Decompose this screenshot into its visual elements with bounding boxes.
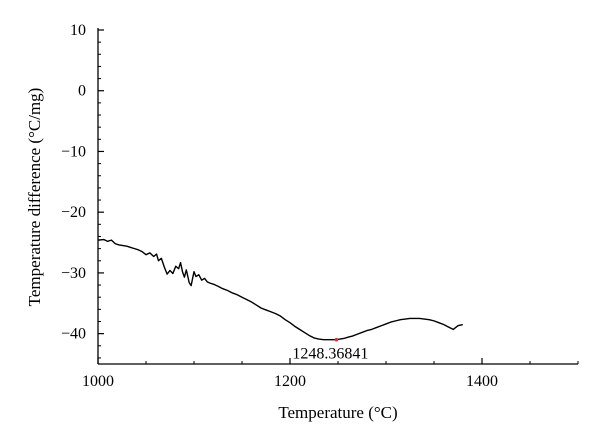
ticks-layer: 10 0 −10 −20 −30 −40 1000 1200 1400 [61, 22, 579, 390]
y-tick-label: 10 [70, 22, 86, 39]
y-axis-title: Temperature difference (°C/mg) [25, 88, 44, 307]
x-axis-title: Temperature (°C) [278, 403, 397, 422]
x-tick-label: 1200 [274, 373, 306, 390]
y-tick-label: −30 [61, 265, 86, 282]
annotation-layer: 1248.36841 [292, 337, 368, 363]
y-tick-label: 0 [78, 83, 86, 100]
series-layer [97, 238, 463, 341]
x-tick-label: 1400 [466, 373, 498, 390]
y-tick-label: −20 [61, 204, 86, 221]
y-tick-label: −40 [61, 326, 86, 343]
axes-layer [97, 28, 578, 365]
minimum-annotation-label: 1248.36841 [292, 346, 368, 363]
y-tick-label: −10 [61, 143, 86, 160]
minimum-marker [334, 337, 339, 342]
series-line [97, 238, 463, 341]
x-tick-label: 1000 [82, 373, 114, 390]
